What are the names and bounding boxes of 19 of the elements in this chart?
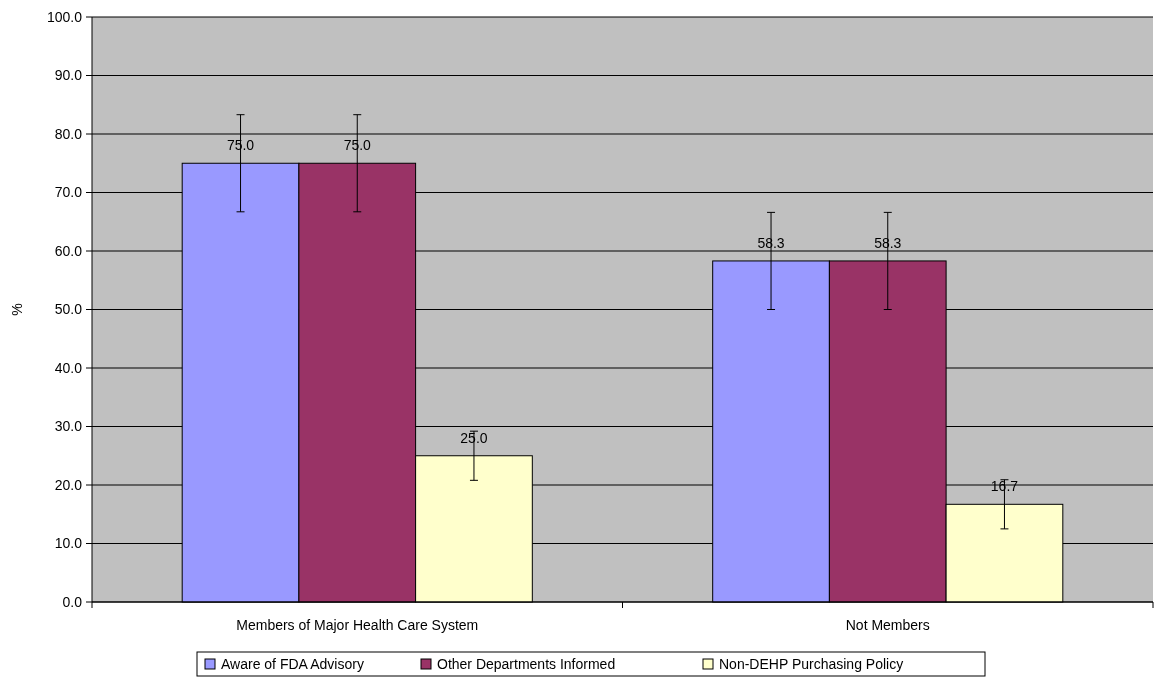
x-tick-label: Members of Major Health Care System <box>236 617 479 633</box>
y-tick-label: 20.0 <box>54 476 83 493</box>
y-tick-label: 10.0 <box>54 535 83 552</box>
y-tick-label: 90.0 <box>54 67 83 84</box>
y-tick-label: 50.0 <box>54 301 83 318</box>
y-tick-label: 60.0 <box>54 242 83 259</box>
y-axis-title: % <box>9 303 25 316</box>
y-tick-label: 0.0 <box>62 593 83 610</box>
legend-label: Non-DEHP Purchasing Policy <box>719 655 904 672</box>
x-tick-label: Not Members <box>845 617 930 633</box>
legend-label: Other Departments Informed <box>437 655 616 672</box>
data-label: 58.3 <box>757 234 785 251</box>
legend-label: Aware of FDA Advisory <box>221 655 364 672</box>
y-tick-label: 70.0 <box>54 184 83 201</box>
y-tick-label: 100.0 <box>46 8 83 25</box>
data-label: 25.0 <box>460 429 488 446</box>
y-tick-label: 40.0 <box>54 359 83 376</box>
y-tick-label: 80.0 <box>54 125 83 142</box>
y-tick-label: 30.0 <box>54 418 83 435</box>
